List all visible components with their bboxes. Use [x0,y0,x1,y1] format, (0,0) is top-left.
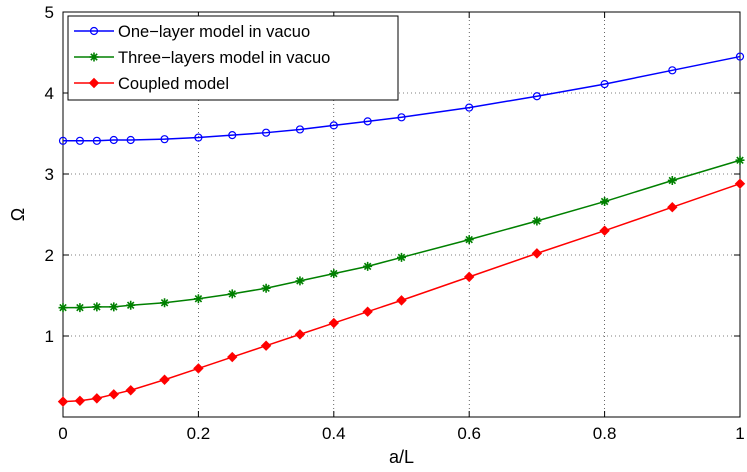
legend: One−layer model in vacuo Three−layers mod… [67,15,399,101]
series-2-point [667,175,677,185]
series-1-point [363,117,372,126]
series-1-point [262,128,271,137]
series-3-point [328,317,340,329]
legend-marker [88,77,100,89]
series-1-point [295,125,305,134]
series-2-point [295,276,305,286]
legend-entry-label: One−layer model in vacuo [118,23,310,41]
legend-entry-label: Three−layers model in vacuo [118,49,330,67]
series-3-point [125,385,136,396]
series-3-point [531,248,543,259]
series-2-point [58,303,68,313]
series-2-point [92,302,102,312]
series-layer [57,52,746,407]
series-3-point [193,363,204,374]
series-3-point [667,202,678,213]
series-1-line [63,55,741,142]
y-tick-label: 2 [45,246,54,265]
series-2 [58,155,745,313]
series-2-point [227,289,237,299]
x-tick-label: 0 [58,424,67,443]
series-1-point [465,103,474,112]
series-3-point [74,395,86,407]
series-3-point [260,340,272,351]
series-2-point [126,300,136,310]
series-3-point [294,329,306,340]
series-3-line [62,183,741,403]
series-2-point [160,298,170,308]
y-axis-label: Ω [8,208,28,221]
series-2-point [600,197,610,207]
series-3-point [91,393,103,404]
legend-marker [89,52,99,62]
legend-entry-label: Coupled model [118,75,229,93]
series-1-point [600,79,609,89]
series-2-point [329,269,339,279]
series-2-point [464,235,474,245]
series-3-point [57,396,69,407]
series-1-point [194,133,203,142]
series-2-point [735,155,745,165]
legend-box [67,15,399,101]
series-2-point [75,303,85,313]
y-tick-label: 4 [45,84,54,103]
y-tick-label: 5 [45,3,54,22]
x-tick-label: 0.2 [187,424,211,443]
series-3-point [227,351,238,363]
legend-marker [89,26,99,36]
series-3-point [396,295,407,306]
y-tick-label: 1 [45,327,54,346]
series-1-point [228,131,237,140]
x-tick-label: 1 [735,424,744,443]
series-3-point [108,389,119,400]
x-tick-label: 0.4 [322,424,346,443]
series-3-point [463,271,475,283]
series-3-point [734,178,746,189]
x-axis-label: a/L [389,447,414,467]
y-tick-label: 3 [45,165,54,184]
series-2-point [109,302,119,312]
series-2-line [63,159,741,309]
series-1-point [735,52,745,61]
series-2-point [363,261,373,271]
axes-ticks: 0 0.2 0.4 0.6 0.8 1 1 2 3 4 5 [45,3,745,443]
series-1-point [329,121,338,130]
series-1-point [397,113,406,122]
series-1-point [92,136,101,145]
series-3-point [599,225,610,236]
series-2-point [532,216,542,226]
series-1-point [109,135,118,145]
series-2-point [193,294,203,304]
series-1-point [75,136,85,145]
series-1 [58,52,745,145]
series-1-point [126,135,135,145]
series-1-point [160,135,169,144]
series-3-point [362,306,373,317]
x-tick-label: 0.6 [457,424,481,443]
plot-area [62,11,741,418]
x-tick-label: 0.8 [593,424,617,443]
series-2-point [397,252,406,262]
series-1-point [668,66,677,75]
series-1-point [58,136,68,145]
series-1-point [532,92,542,101]
series-3-point [159,374,170,385]
series-2-point [261,283,271,293]
series-3 [57,178,746,407]
